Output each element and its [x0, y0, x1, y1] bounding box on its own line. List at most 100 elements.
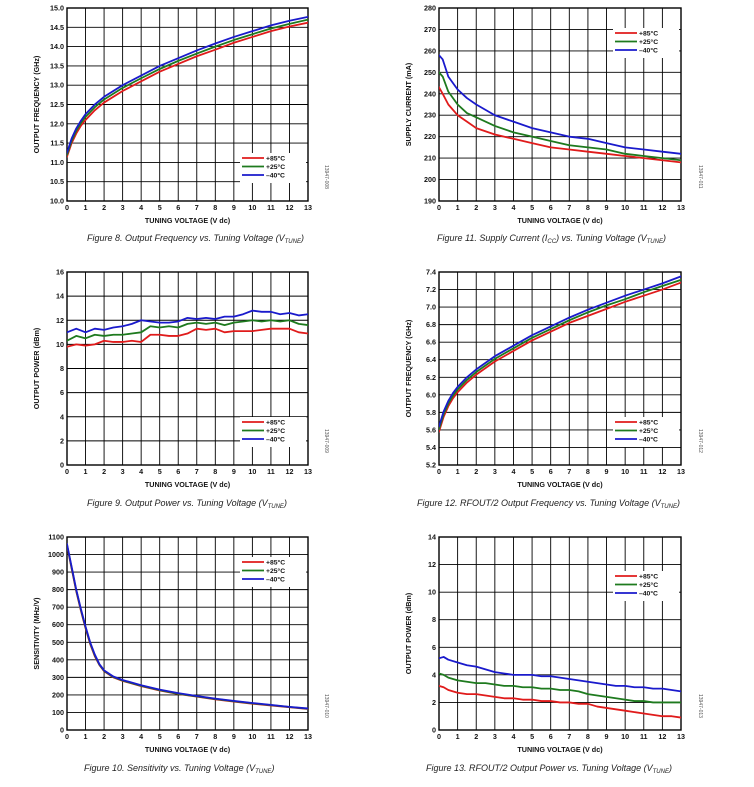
x-tick-label: 10: [621, 732, 629, 741]
legend-label: +85°C: [266, 155, 285, 163]
x-tick-label: 7: [195, 203, 199, 212]
x-tick-label: 11: [267, 732, 275, 741]
legend-label: +85°C: [639, 30, 658, 38]
fig11-caption: Figure 11. Supply Current (ICC) vs. Tuni…: [437, 233, 666, 245]
legend-label: –40°C: [266, 576, 285, 584]
x-tick-label: 2: [102, 467, 106, 476]
x-tick-label: 0: [65, 467, 69, 476]
x-tick-label: 13: [677, 203, 685, 212]
y-axis-label: SENSITIVITY (MHz/V): [32, 597, 41, 670]
x-tick-label: 2: [102, 732, 106, 741]
x-tick-label: 10: [621, 467, 629, 476]
y-tick-label: 13.5: [50, 61, 64, 70]
x-tick-label: 5: [530, 732, 534, 741]
x-tick-label: 1: [456, 732, 460, 741]
x-tick-label: 6: [549, 732, 553, 741]
y-axis-label: OUTPUT POWER (dBm): [32, 327, 41, 409]
series-line: [439, 275, 681, 428]
x-tick-label: 7: [567, 732, 571, 741]
x-tick-label: 1: [84, 203, 88, 212]
caption-part: TUNE: [267, 504, 284, 510]
y-tick-label: 6.6: [426, 338, 436, 347]
x-tick-label: 3: [493, 732, 497, 741]
x-tick-label: 13: [677, 732, 685, 741]
x-tick-label: 5: [530, 203, 534, 212]
fig11-legend-box: [613, 28, 679, 58]
caption-part: ): [271, 763, 275, 773]
y-tick-label: 250: [424, 68, 436, 77]
y-tick-label: 190: [424, 197, 436, 206]
fig8-grid: [66, 7, 309, 202]
legend-label: +25°C: [639, 38, 658, 46]
fig10-side-id: 13947-010: [323, 694, 329, 718]
caption-part: TUNE: [255, 769, 272, 775]
series-line: [439, 86, 681, 164]
y-tick-label: 16: [56, 268, 64, 277]
fig8-caption: Figure 8. Output Frequency vs. Tuning Vo…: [87, 233, 304, 245]
caption-part: ): [283, 498, 287, 508]
x-tick-label: 13: [304, 732, 312, 741]
x-tick-label: 12: [285, 203, 293, 212]
y-tick-label: 4: [432, 670, 436, 679]
series-line: [439, 281, 681, 433]
series-line: [439, 672, 681, 704]
y-tick-label: 700: [52, 603, 64, 612]
x-tick-label: 5: [530, 467, 534, 476]
y-tick-label: 230: [424, 111, 436, 120]
y-tick-label: 500: [52, 638, 64, 647]
y-tick-label: 400: [52, 655, 64, 664]
fig8-legend-box: [240, 153, 306, 183]
legend-label: –40°C: [639, 47, 658, 55]
y-tick-label: 2: [60, 436, 64, 445]
y-tick-label: 300: [52, 673, 64, 682]
x-axis-label: TUNING VOLTAGE (V dc): [145, 216, 231, 225]
x-axis-label: TUNING VOLTAGE (V dc): [145, 480, 231, 489]
fig10-grid: [66, 536, 309, 731]
y-tick-label: 6: [432, 643, 436, 652]
y-tick-label: 200: [424, 175, 436, 184]
fig9-plot-frame: [66, 271, 309, 466]
series-line: [439, 684, 681, 719]
fig11-side-id: 13947-011: [697, 165, 703, 189]
x-tick-label: 4: [139, 732, 143, 741]
fig12-caption: Figure 12. RFOUT/2 Output Frequency vs. …: [417, 498, 680, 510]
y-axis-label: SUPPLY CURRENT (mA): [404, 62, 413, 146]
y-tick-label: 10.0: [50, 197, 64, 206]
y-tick-label: 12: [428, 560, 436, 569]
x-tick-label: 8: [586, 732, 590, 741]
y-tick-label: 1000: [48, 550, 64, 559]
fig11-plot-frame: [438, 7, 682, 202]
legend-label: –40°C: [266, 436, 285, 444]
x-tick-label: 12: [658, 203, 666, 212]
y-tick-label: 15.0: [50, 4, 64, 13]
x-tick-label: 3: [121, 203, 125, 212]
x-tick-label: 4: [139, 467, 143, 476]
x-tick-label: 5: [158, 467, 162, 476]
y-tick-label: 7.4: [426, 268, 436, 277]
x-tick-label: 7: [567, 467, 571, 476]
x-tick-label: 6: [549, 203, 553, 212]
y-axis-label: OUTPUT POWER (dBm): [404, 592, 413, 674]
x-tick-label: 9: [232, 467, 236, 476]
x-tick-label: 10: [621, 203, 629, 212]
x-tick-label: 13: [304, 203, 312, 212]
x-tick-label: 6: [176, 467, 180, 476]
series-line: [67, 543, 308, 710]
y-tick-label: 5.2: [426, 461, 436, 470]
y-tick-label: 14: [428, 533, 436, 542]
y-tick-label: 270: [424, 25, 436, 34]
x-tick-label: 4: [511, 732, 515, 741]
series-line: [439, 54, 681, 155]
y-tick-label: 14.5: [50, 23, 64, 32]
x-tick-label: 10: [248, 467, 256, 476]
y-tick-label: 0: [60, 726, 64, 735]
series-line: [67, 544, 308, 710]
legend-label: +25°C: [639, 581, 658, 589]
caption-part: Figure 13. RFOUT/2 Output Power vs. Tuni…: [426, 763, 653, 773]
y-tick-label: 600: [52, 620, 64, 629]
x-tick-label: 3: [493, 467, 497, 476]
series-line: [67, 327, 308, 348]
y-tick-label: 4: [60, 412, 64, 421]
